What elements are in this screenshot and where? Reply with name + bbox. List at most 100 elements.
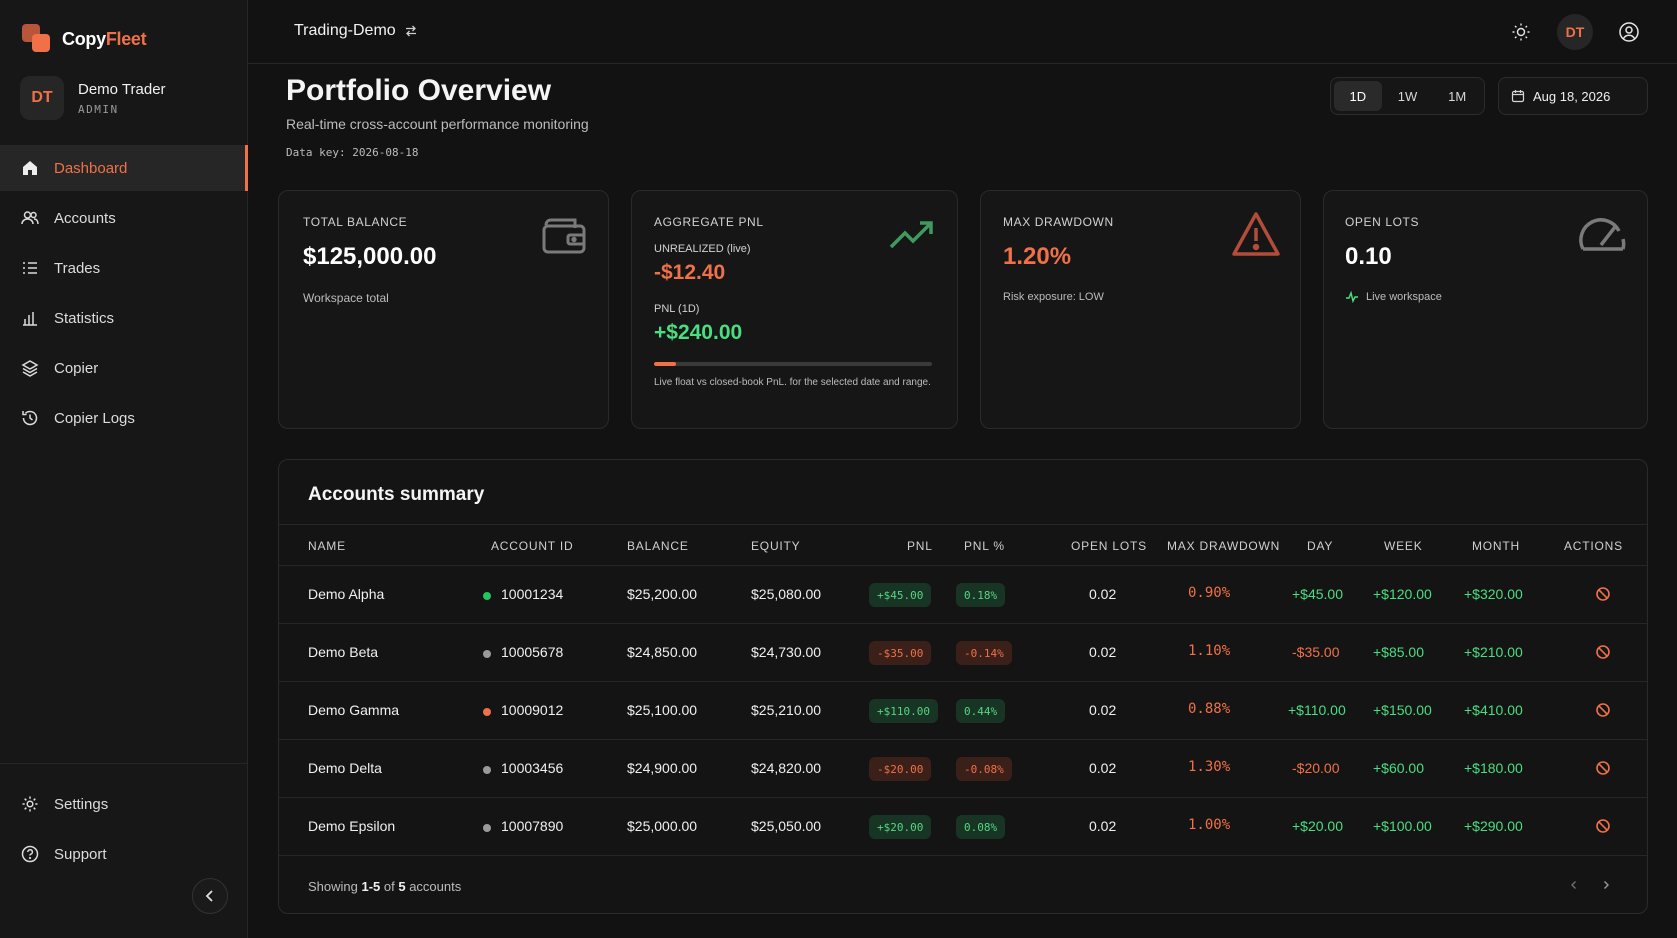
week-pnl: +$85.00 [1373,644,1424,660]
card-label: MAX DRAWDOWN [1003,215,1114,229]
equity-value: $24,730.00 [751,644,822,660]
table-row[interactable]: Demo Gamma 10009012 $25,100.00 $25,210.00 0.… [279,682,1647,740]
column-header: ACTIONS [1564,539,1623,553]
disable-account-button[interactable] [1594,759,1612,777]
collapse-sidebar-button[interactable] [192,878,228,914]
account-menu-button[interactable] [1611,14,1647,50]
sidebar-item-settings[interactable]: Settings [0,783,248,825]
sidebar-divider [0,763,248,764]
user-profile[interactable]: DT Demo Trader ADMIN [20,76,166,120]
selected-date: Aug 18, 2026 [1533,88,1611,104]
balance-value: $24,850.00 [627,644,698,660]
sidebar-item-trades[interactable]: Trades [0,245,248,291]
column-header[interactable]: WEEK [1384,539,1423,553]
chevron-right-icon [1604,881,1609,889]
workspace-name: Trading-Demo [294,22,396,39]
pagination-of: of [380,879,399,894]
day-pnl: -$20.00 [1292,760,1340,776]
gear-icon [20,794,40,814]
equity-value: $25,210.00 [751,702,822,718]
gauge-icon [1579,218,1626,251]
column-header[interactable]: EQUITY [751,539,801,553]
column-header[interactable]: BALANCE [627,539,689,553]
disable-account-button[interactable] [1594,817,1612,835]
accounts-summary-panel: Accounts summary NAME ACCOUNT ID BALANCE… [278,459,1648,914]
column-header[interactable]: DAY [1307,539,1334,553]
panel-title: Accounts summary [308,484,485,505]
range-1d-button[interactable]: 1D [1334,81,1382,111]
column-header[interactable]: ACCOUNT ID [491,539,574,553]
chevron-left-icon [205,890,213,902]
range-1m-button[interactable]: 1M [1448,88,1467,104]
pnl-percent-badge: -0.14% [956,641,1012,665]
sidebar: CopyFleet DT Demo Trader ADMIN Dashboard… [0,0,248,938]
bar-chart-icon [20,308,40,328]
brand-name-part-a: Copy [62,28,106,49]
balance-value: $24,900.00 [627,760,698,776]
pnl-period-label: PNL (1D) [654,303,700,315]
pnl-badge: +$45.00 [869,583,932,607]
disable-account-button[interactable] [1594,585,1612,603]
column-header[interactable]: PNL [907,539,933,553]
users-icon [20,208,40,228]
layers-icon [20,358,40,378]
account-name: Demo Gamma [308,702,400,718]
brand-name-part-b: Fleet [105,28,147,49]
date-picker-button[interactable]: Aug 18, 2026 [1498,77,1648,115]
equity-value: $24,820.00 [751,760,822,776]
account-name: Demo Alpha [308,586,385,602]
user-name: Demo Trader [78,80,166,98]
max-drawdown-card: MAX DRAWDOWN 1.20% Risk exposure: LOW [980,190,1301,429]
pagination-summary: Showing 1-5 of 5 accounts [308,879,461,894]
column-header[interactable]: MAX DRAWDOWN [1167,539,1281,553]
help-circle-icon [20,844,40,864]
account-name: Demo Epsilon [308,818,396,834]
table-row[interactable]: Demo Epsilon 10007890 $25,000.00 $25,050.00… [279,798,1647,856]
top-avatar[interactable]: DT [1557,14,1593,50]
home-icon [20,158,40,178]
account-id: 10003456 [501,760,564,776]
disable-account-button[interactable] [1594,643,1612,661]
month-pnl: +$210.00 [1464,644,1523,660]
sidebar-item-label: Dashboard [54,159,128,177]
sidebar-item-copier[interactable]: Copier [0,345,248,391]
column-header[interactable]: OPEN LOTS [1071,539,1147,553]
card-label: AGGREGATE PNL [654,215,764,229]
calendar-icon [1511,90,1525,103]
sidebar-item-dashboard[interactable]: Dashboard [0,145,248,191]
ban-icon [1596,703,1610,717]
card-label: OPEN LOTS [1345,215,1420,229]
sidebar-item-accounts[interactable]: Accounts [0,195,248,241]
table-row[interactable]: Demo Alpha 10001234 $25,200.00 $25,080.00 0.… [279,566,1647,624]
sidebar-item-label: Copier Logs [54,409,135,427]
sun-icon [1512,23,1530,41]
sidebar-item-label: Trades [54,259,101,277]
column-header[interactable]: PNL % [964,539,1005,553]
pagination-prefix: Showing [308,879,362,894]
equity-value: $25,080.00 [751,586,822,602]
workspace-switcher[interactable]: Trading-Demo [294,22,418,40]
balance-value: $25,100.00 [627,702,698,718]
disable-account-button[interactable] [1594,701,1612,719]
table-row[interactable]: Demo Beta 10005678 $24,850.00 $24,730.00 0.0… [279,624,1647,682]
table-row[interactable]: Demo Delta 10003456 $24,900.00 $24,820.00 0.… [279,740,1647,798]
switch-arrows-icon [405,25,416,37]
range-1w-button[interactable]: 1W [1397,88,1418,104]
max-drawdown-value: 1.10% [1188,643,1231,659]
previous-page-button[interactable] [1567,878,1581,892]
day-pnl: +$45.00 [1292,586,1343,602]
card-note: Live workspace [1345,291,1442,303]
table-header: NAME ACCOUNT ID BALANCE EQUITY PNL PNL %… [279,524,1647,566]
next-page-button[interactable] [1599,878,1613,892]
brand-logo[interactable]: CopyFleet [22,24,147,54]
week-pnl: +$60.00 [1373,760,1424,776]
sidebar-item-copier-logs[interactable]: Copier Logs [0,395,248,441]
sidebar-item-label: Settings [54,795,109,813]
theme-toggle-button[interactable] [1503,14,1539,50]
balance-value: $25,200.00 [627,586,698,602]
column-header[interactable]: NAME [308,539,346,553]
sidebar-item-statistics[interactable]: Statistics [0,295,248,341]
column-header[interactable]: MONTH [1472,539,1520,553]
trending-up-icon [889,221,933,249]
sidebar-item-support[interactable]: Support [0,833,248,875]
